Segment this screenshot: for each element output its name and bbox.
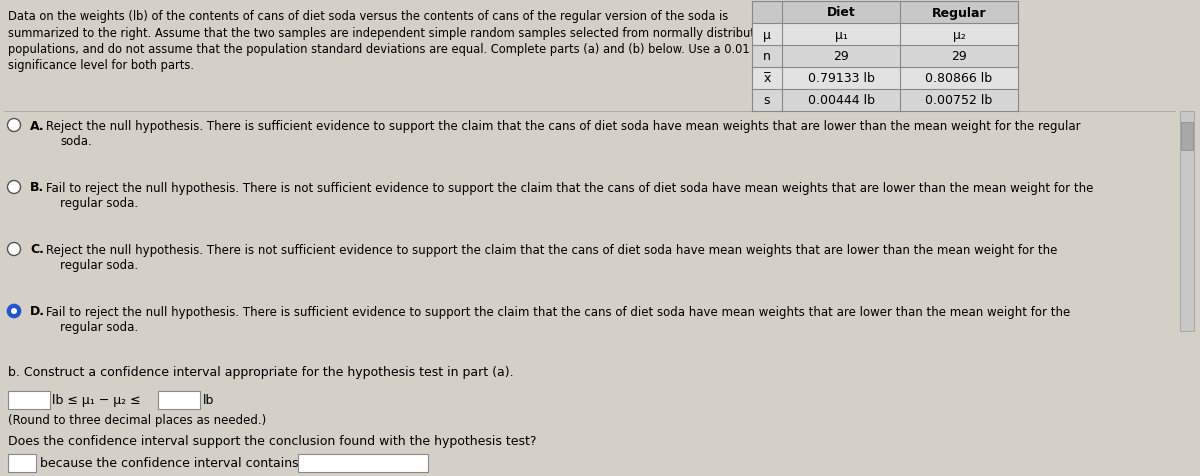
Text: ▲: ▲ (1183, 116, 1190, 125)
Bar (752, 24, 1018, 46)
Bar (298, 454, 428, 472)
Bar (752, 46, 1018, 68)
Text: b. Construct a confidence interval appropriate for the hypothesis test in part (: b. Construct a confidence interval appro… (8, 365, 514, 378)
Text: 0.79133 lb: 0.79133 lb (808, 72, 875, 85)
Text: 29: 29 (833, 50, 848, 63)
Text: B.: B. (30, 181, 44, 194)
Text: regular soda.: regular soda. (60, 320, 138, 333)
Text: s: s (763, 94, 770, 107)
Text: Diet: Diet (827, 7, 856, 20)
Bar (8, 454, 36, 472)
Text: 0.00444 lb: 0.00444 lb (808, 94, 875, 107)
Circle shape (7, 243, 20, 256)
Text: n: n (763, 50, 770, 63)
Text: Fail to reject the null hypothesis. There is sufficient evidence to support the : Fail to reject the null hypothesis. Ther… (46, 306, 1070, 318)
Text: Fail to reject the null hypothesis. There is not sufficient evidence to support : Fail to reject the null hypothesis. Ther… (46, 182, 1093, 195)
Text: ▼: ▼ (416, 458, 424, 467)
Circle shape (7, 305, 20, 318)
Circle shape (7, 119, 20, 132)
Text: μ₁: μ₁ (834, 29, 847, 41)
Text: D.: D. (30, 305, 46, 318)
Text: x̅: x̅ (763, 72, 770, 85)
Text: regular soda.: regular soda. (60, 197, 138, 209)
Bar (752, 68, 1018, 90)
Bar (1180, 112, 1194, 331)
Text: 0.80866 lb: 0.80866 lb (925, 72, 992, 85)
Bar (752, 90, 1018, 112)
Text: (Round to three decimal places as needed.): (Round to three decimal places as needed… (8, 413, 266, 426)
Text: Data on the weights (lb) of the contents of cans of diet soda versus the content: Data on the weights (lb) of the contents… (8, 10, 728, 23)
Text: Reject the null hypothesis. There is sufficient evidence to support the claim th: Reject the null hypothesis. There is suf… (46, 120, 1081, 133)
Circle shape (11, 308, 17, 314)
Bar (1181, 123, 1193, 151)
Text: Reject the null hypothesis. There is not sufficient evidence to support the clai: Reject the null hypothesis. There is not… (46, 244, 1057, 257)
Text: lb ≤ μ₁ − μ₂ ≤: lb ≤ μ₁ − μ₂ ≤ (52, 394, 140, 407)
Circle shape (7, 181, 20, 194)
Text: A.: A. (30, 119, 44, 132)
Text: populations, and do not assume that the population standard deviations are equal: populations, and do not assume that the … (8, 43, 750, 56)
Text: 0.00752 lb: 0.00752 lb (925, 94, 992, 107)
Text: ▼: ▼ (19, 458, 25, 467)
Text: μ₂: μ₂ (953, 29, 966, 41)
Text: summarized to the right. Assume that the two samples are independent simple rand: summarized to the right. Assume that the… (8, 27, 769, 40)
Bar (158, 391, 200, 409)
Text: because the confidence interval contains: because the confidence interval contains (40, 456, 299, 469)
Bar (8, 391, 50, 409)
Bar (752, 2, 1018, 24)
Text: 29: 29 (952, 50, 967, 63)
Text: μ: μ (763, 29, 770, 41)
Text: regular soda.: regular soda. (60, 258, 138, 271)
Text: significance level for both parts.: significance level for both parts. (8, 60, 194, 72)
Text: Regular: Regular (931, 7, 986, 20)
Text: Does the confidence interval support the conclusion found with the hypothesis te: Does the confidence interval support the… (8, 434, 536, 447)
Text: soda.: soda. (60, 135, 91, 148)
Text: C.: C. (30, 243, 44, 256)
Text: lb: lb (203, 394, 215, 407)
